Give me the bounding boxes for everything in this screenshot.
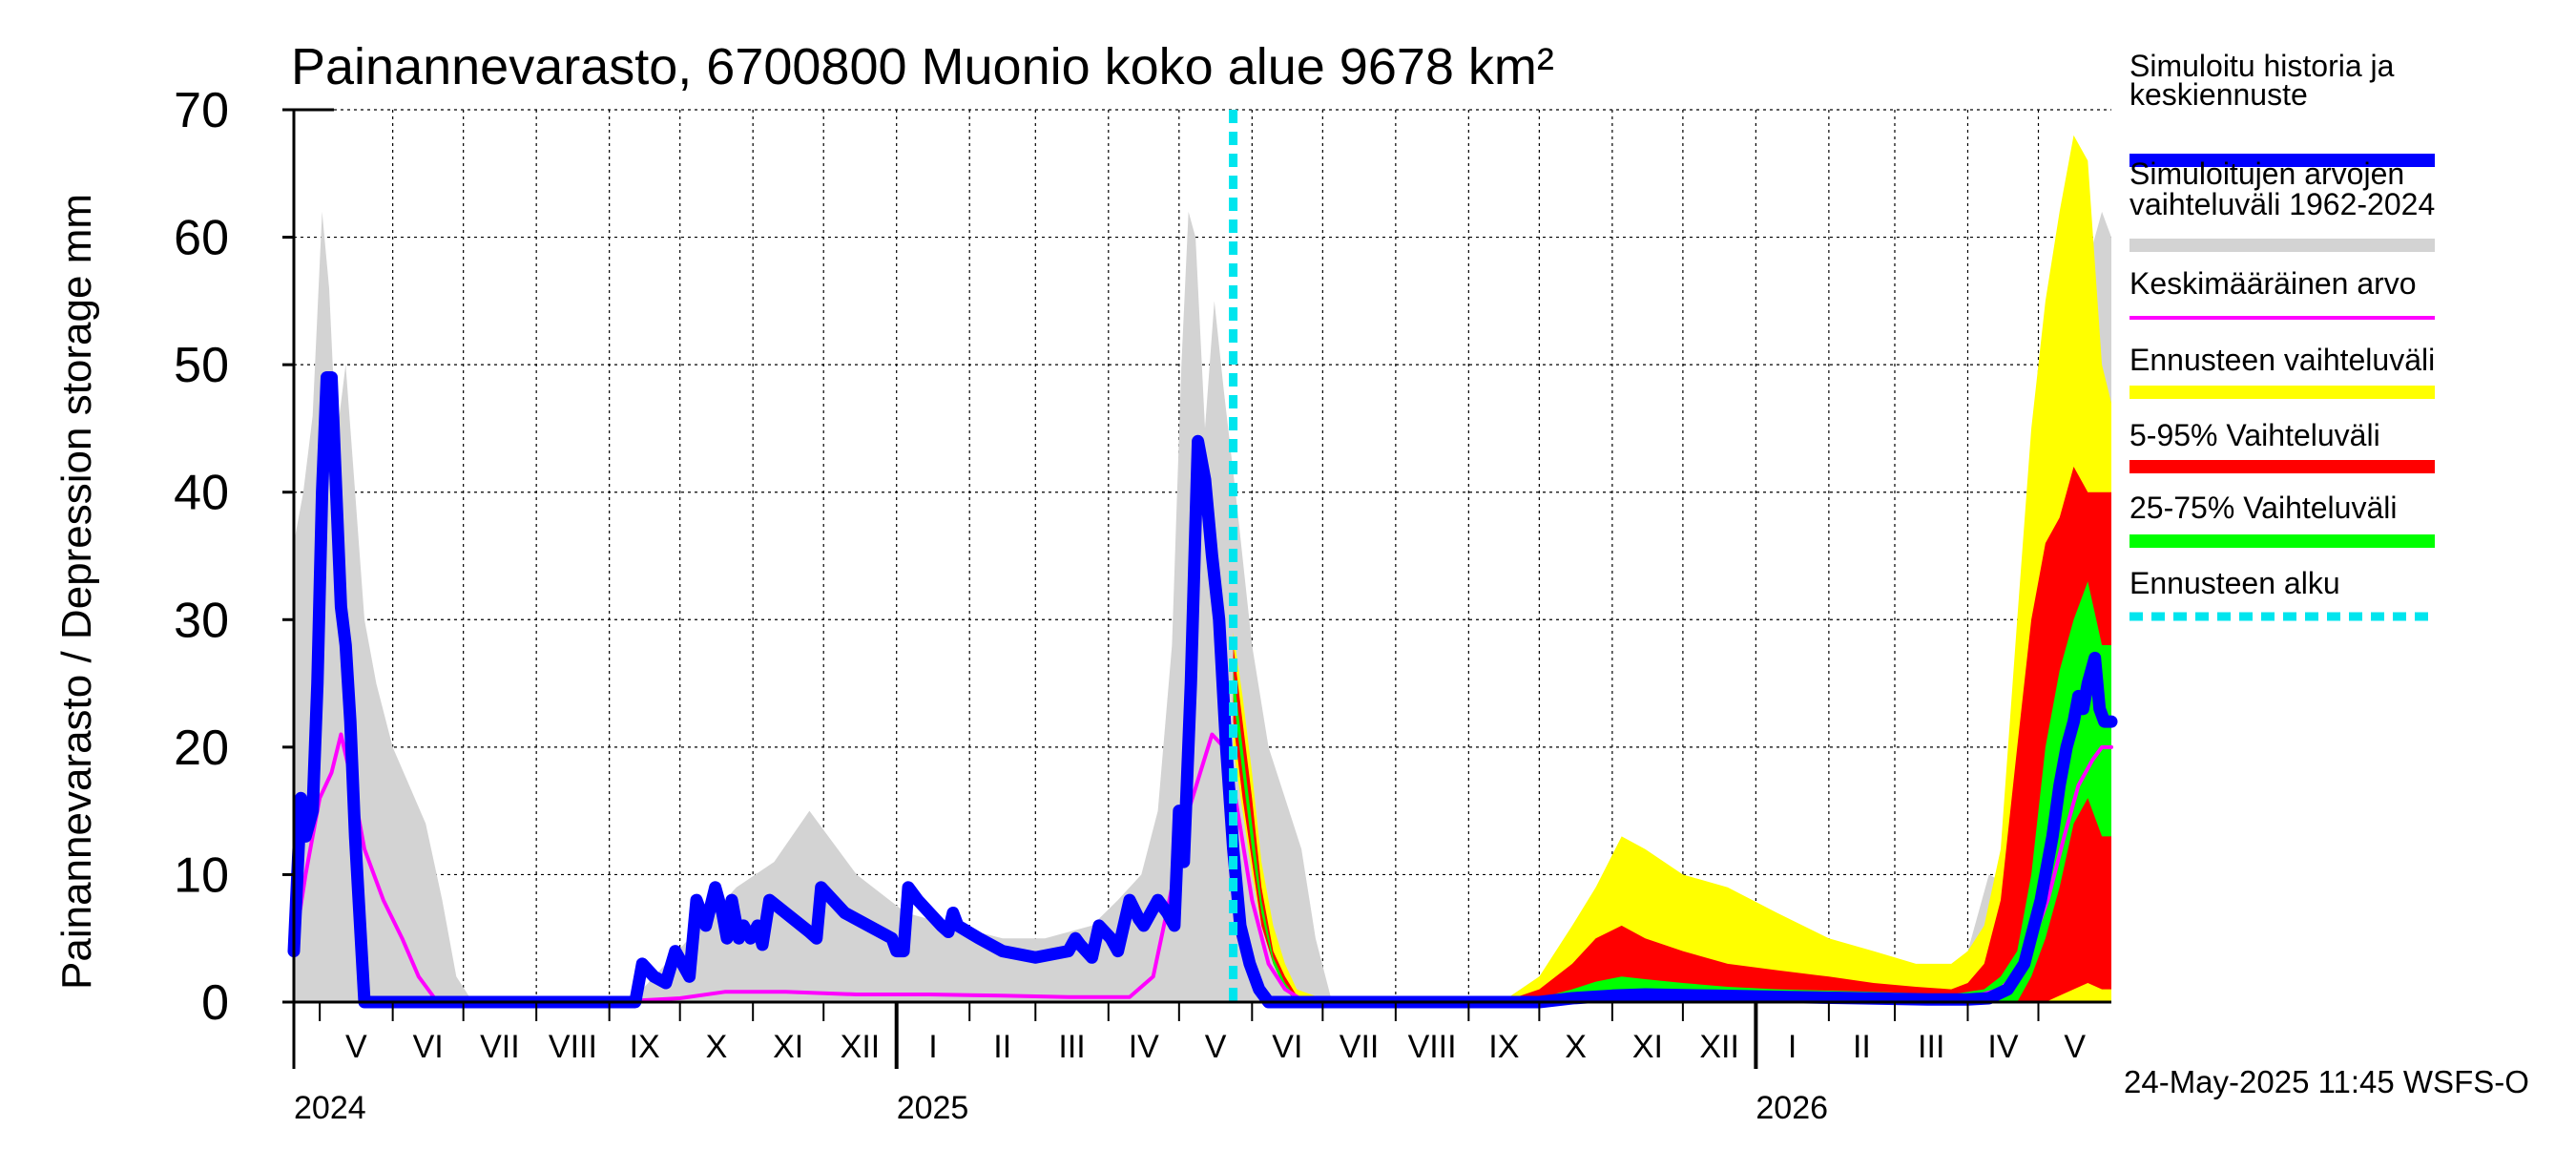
y-tick-label: 30 <box>174 593 229 648</box>
month-label: VIII <box>1408 1029 1457 1065</box>
year-label: 2026 <box>1755 1090 1828 1126</box>
month-label: X <box>1565 1029 1587 1065</box>
y-tick-label: 20 <box>174 721 229 776</box>
month-label: II <box>1853 1029 1871 1065</box>
footer-timestamp: 24-May-2025 11:45 WSFS-O <box>2124 1064 2529 1099</box>
gridlines <box>294 109 2111 1002</box>
month-label: IX <box>1488 1029 1519 1065</box>
legend-label: Simuloitu historia ja <box>2129 49 2395 83</box>
month-label: V <box>2064 1029 2086 1065</box>
axes <box>292 108 2111 1069</box>
chart-title: Painannevarasto, 6700800 Muonio koko alu… <box>291 38 1554 95</box>
month-label: IX <box>630 1029 660 1065</box>
month-label: XI <box>1632 1029 1663 1065</box>
legend-label: 25-75% Vaihteluväli <box>2129 491 2397 525</box>
month-label: III <box>1918 1029 1944 1065</box>
month-label: IV <box>1129 1029 1159 1065</box>
year-label: 2024 <box>294 1090 366 1126</box>
month-label: VII <box>1340 1029 1380 1065</box>
month-label: III <box>1058 1029 1085 1065</box>
legend-label: Ennusteen alku <box>2129 566 2340 600</box>
legend-label: Ennusteen vaihteluväli <box>2129 343 2435 377</box>
range-band <box>294 211 2111 1002</box>
legend-label: keskiennuste <box>2129 77 2308 112</box>
month-label: XII <box>841 1029 881 1065</box>
y-tick-label: 10 <box>174 847 229 903</box>
month-label: V <box>345 1029 367 1065</box>
y-ticks: 0 10 20 30 40 50 60 70 <box>174 83 294 1031</box>
series-range <box>294 211 2111 1002</box>
legend-label: Keskimääräinen arvo <box>2129 266 2417 301</box>
month-label: XI <box>773 1029 803 1065</box>
month-labels: V VI VII VIII IX X XI XII I II III IV V VI VII VIII IX X X… <box>319 1002 2086 1065</box>
y-tick-label: 0 <box>201 975 229 1031</box>
month-label: XII <box>1699 1029 1739 1065</box>
month-label: I <box>928 1029 937 1065</box>
month-label: I <box>1788 1029 1797 1065</box>
month-label: VI <box>413 1029 444 1065</box>
month-label: II <box>993 1029 1011 1065</box>
month-label: VIII <box>549 1029 597 1065</box>
y-tick-label: 60 <box>174 211 229 266</box>
y-tick-label: 50 <box>174 338 229 393</box>
month-label: VII <box>480 1029 520 1065</box>
year-labels: 2024 2025 2026 <box>294 1002 1828 1126</box>
month-label: V <box>1205 1029 1227 1065</box>
y-tick-label: 70 <box>174 83 229 138</box>
y-tick-label: 40 <box>174 466 229 521</box>
legend-label: Simuloitujen arvojen <box>2129 157 2404 191</box>
year-label: 2025 <box>897 1090 969 1126</box>
month-label: IV <box>1987 1029 2018 1065</box>
month-label: VI <box>1272 1029 1302 1065</box>
month-label: X <box>706 1029 728 1065</box>
y-axis-label: Painannevarasto / Depression storage mm <box>53 194 100 990</box>
legend-label: 5-95% Vaihteluväli <box>2129 418 2380 452</box>
legend-label: vaihteluväli 1962-2024 <box>2129 187 2435 221</box>
